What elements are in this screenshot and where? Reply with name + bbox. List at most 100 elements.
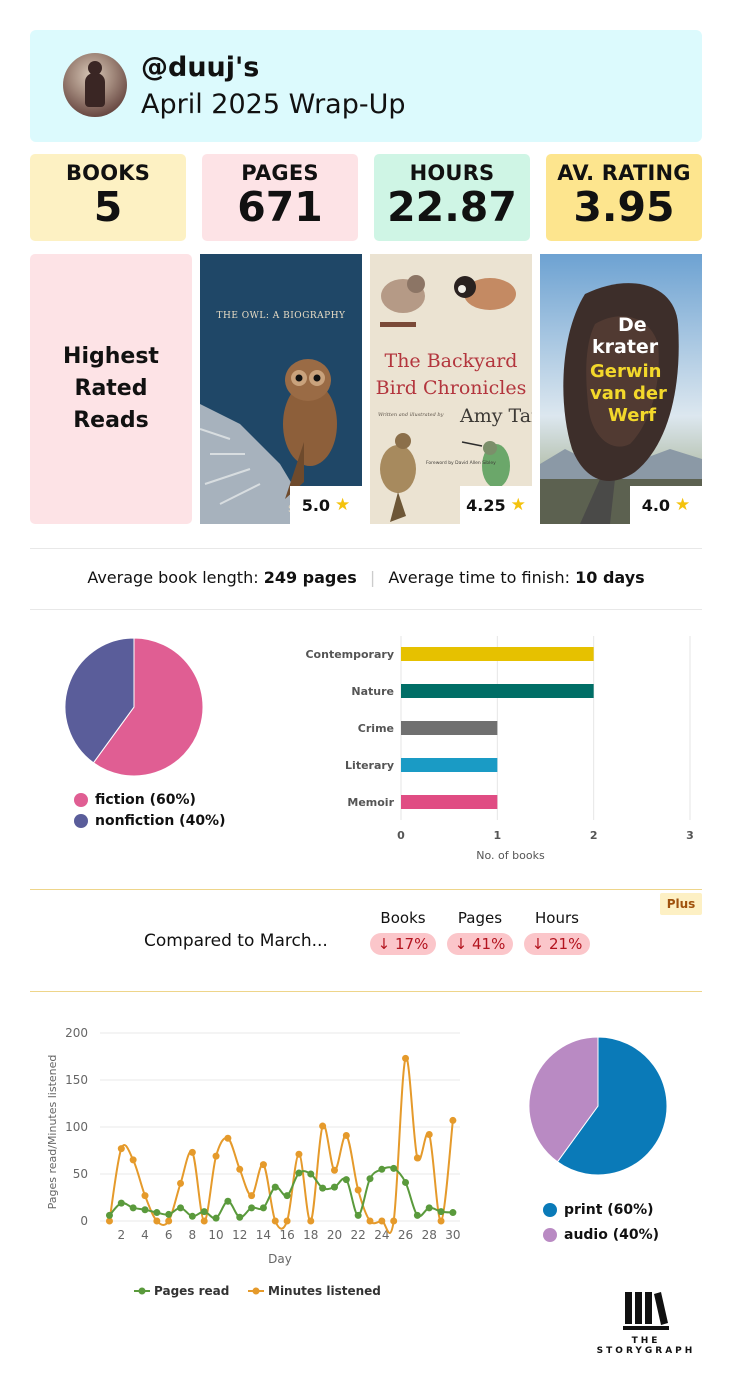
- storygraph-logo[interactable]: THE STORYGRAPH: [590, 1290, 702, 1356]
- legend-marker: [252, 1287, 260, 1295]
- compare-header: Pages: [457, 909, 503, 927]
- star-icon: ★: [335, 495, 351, 515]
- bar-literary: [401, 758, 498, 772]
- data-point: [224, 1134, 232, 1142]
- avg-time-value: 10 days: [575, 568, 645, 587]
- legend-label: Minutes listened: [268, 1284, 381, 1298]
- data-point: [413, 1154, 421, 1162]
- data-point: [307, 1170, 315, 1178]
- separator: |: [369, 568, 376, 587]
- x-tick-label: 22: [351, 1228, 366, 1242]
- cover-title-line1: The Backyard: [385, 350, 518, 372]
- compare-pill: ↓ 41%: [446, 933, 514, 955]
- y-category-label: Nature: [351, 685, 394, 698]
- avatar[interactable]: [63, 53, 127, 117]
- data-point: [319, 1122, 327, 1130]
- x-tick-label: 2: [590, 829, 598, 842]
- star-icon: ★: [675, 495, 691, 515]
- book-cover-the-owl[interactable]: THE OWL: A BIOGRAPHY ST 5.0 ★: [200, 254, 362, 524]
- x-tick-label: 28: [422, 1228, 437, 1242]
- legend-swatch: [543, 1228, 557, 1242]
- data-point: [105, 1217, 113, 1225]
- data-point: [248, 1204, 256, 1212]
- compare-pill: ↓ 21%: [523, 933, 591, 955]
- y-category-label: Contemporary: [305, 648, 394, 661]
- rating-value: 4.0: [641, 495, 671, 515]
- data-point: [402, 1054, 410, 1062]
- data-point: [425, 1131, 433, 1139]
- y-category-label: Literary: [345, 759, 394, 772]
- compare-pages: Pages ↓ 41%: [445, 909, 515, 955]
- legend-item-nonfiction: nonfiction (40%): [74, 813, 225, 829]
- data-point: [437, 1208, 445, 1216]
- data-point: [224, 1197, 232, 1205]
- data-point: [390, 1164, 398, 1172]
- genre-bar-chart: 0 1 2 3 Contemporary Nature Crime Literary Memoi…: [305, 636, 694, 862]
- y-category-label: Memoir: [347, 796, 394, 809]
- page-title: April 2025 Wrap-Up: [141, 89, 406, 120]
- book-cover-de-krater[interactable]: De krater Gerwin van der Werf 4.0 ★: [540, 254, 702, 524]
- x-tick-label: 14: [256, 1228, 271, 1242]
- data-point: [330, 1183, 338, 1191]
- data-point: [449, 1209, 457, 1217]
- krater-cover-art: De krater Gerwin van der Werf: [540, 283, 702, 524]
- y-tick-label: 200: [65, 1026, 88, 1040]
- cover-author: Amy Tan: [459, 405, 532, 427]
- highest-rated-label-box: Highest Rated Reads: [30, 254, 192, 524]
- data-point: [378, 1217, 386, 1225]
- data-point: [117, 1145, 125, 1153]
- compare-text: Compared to March...: [144, 931, 328, 951]
- avg-length-label: Average book length:: [87, 568, 259, 587]
- data-point: [271, 1183, 279, 1191]
- storygraph-books-icon: [623, 1292, 669, 1330]
- data-point: [212, 1214, 220, 1222]
- data-point: [425, 1204, 433, 1212]
- data-point: [259, 1161, 267, 1169]
- x-tick-label: 3: [686, 829, 694, 842]
- x-tick-label: 30: [445, 1228, 460, 1242]
- stat-value: 5: [93, 183, 123, 231]
- x-tick-label: 16: [279, 1228, 294, 1242]
- legend-swatch: [74, 814, 88, 828]
- cover-author-line2: van der: [590, 383, 667, 404]
- legend-label: print (60%): [564, 1202, 654, 1218]
- series-line-minutes-listened: [108, 1056, 454, 1234]
- y-tick-label: 0: [80, 1214, 88, 1228]
- data-point: [354, 1186, 362, 1194]
- rating-badge: 4.0 ★: [630, 486, 702, 524]
- y-category-label: Crime: [358, 722, 394, 735]
- stat-value: 671: [237, 183, 323, 231]
- logo-text-line2: STORYGRAPH: [596, 1346, 696, 1356]
- data-point: [307, 1217, 315, 1225]
- y-tick-label: 100: [65, 1120, 88, 1134]
- divider: [30, 889, 702, 890]
- rating-badge: 4.25 ★: [460, 486, 532, 524]
- data-point: [319, 1184, 327, 1192]
- data-point: [188, 1212, 196, 1220]
- data-point: [413, 1211, 421, 1219]
- data-point: [259, 1204, 267, 1212]
- rating-value: 5.0: [301, 495, 331, 515]
- x-tick-label: 24: [374, 1228, 389, 1242]
- header-card: @duuj's April 2025 Wrap-Up: [30, 30, 702, 142]
- stat-label: PAGES: [241, 161, 319, 185]
- data-point: [283, 1217, 291, 1225]
- bird-cover-art: The Backyard Bird Chronicles Written and…: [376, 275, 532, 522]
- data-point: [141, 1192, 149, 1200]
- legend-swatch: [543, 1203, 557, 1217]
- cover-author-line1: Gerwin: [590, 361, 661, 382]
- stat-hours: HOURS 22.87: [374, 154, 530, 241]
- x-tick-label: 2: [117, 1228, 125, 1242]
- data-point: [449, 1116, 457, 1124]
- stat-pages: PAGES 671: [202, 154, 358, 241]
- cover-written-by: Written and illustrated by: [378, 412, 444, 418]
- owl-cover-art: THE OWL: A BIOGRAPHY ST: [200, 311, 347, 524]
- cover-title: THE OWL: A BIOGRAPHY: [217, 311, 347, 321]
- data-point: [330, 1166, 338, 1174]
- data-point: [153, 1217, 161, 1225]
- compare-books: Books ↓ 17%: [368, 909, 438, 955]
- cover-foreword: Foreword by David Allen Sibley: [426, 460, 496, 466]
- legend-marker: [138, 1287, 146, 1295]
- book-cover-backyard-bird[interactable]: The Backyard Bird Chronicles Written and…: [370, 254, 532, 524]
- data-point: [153, 1209, 161, 1217]
